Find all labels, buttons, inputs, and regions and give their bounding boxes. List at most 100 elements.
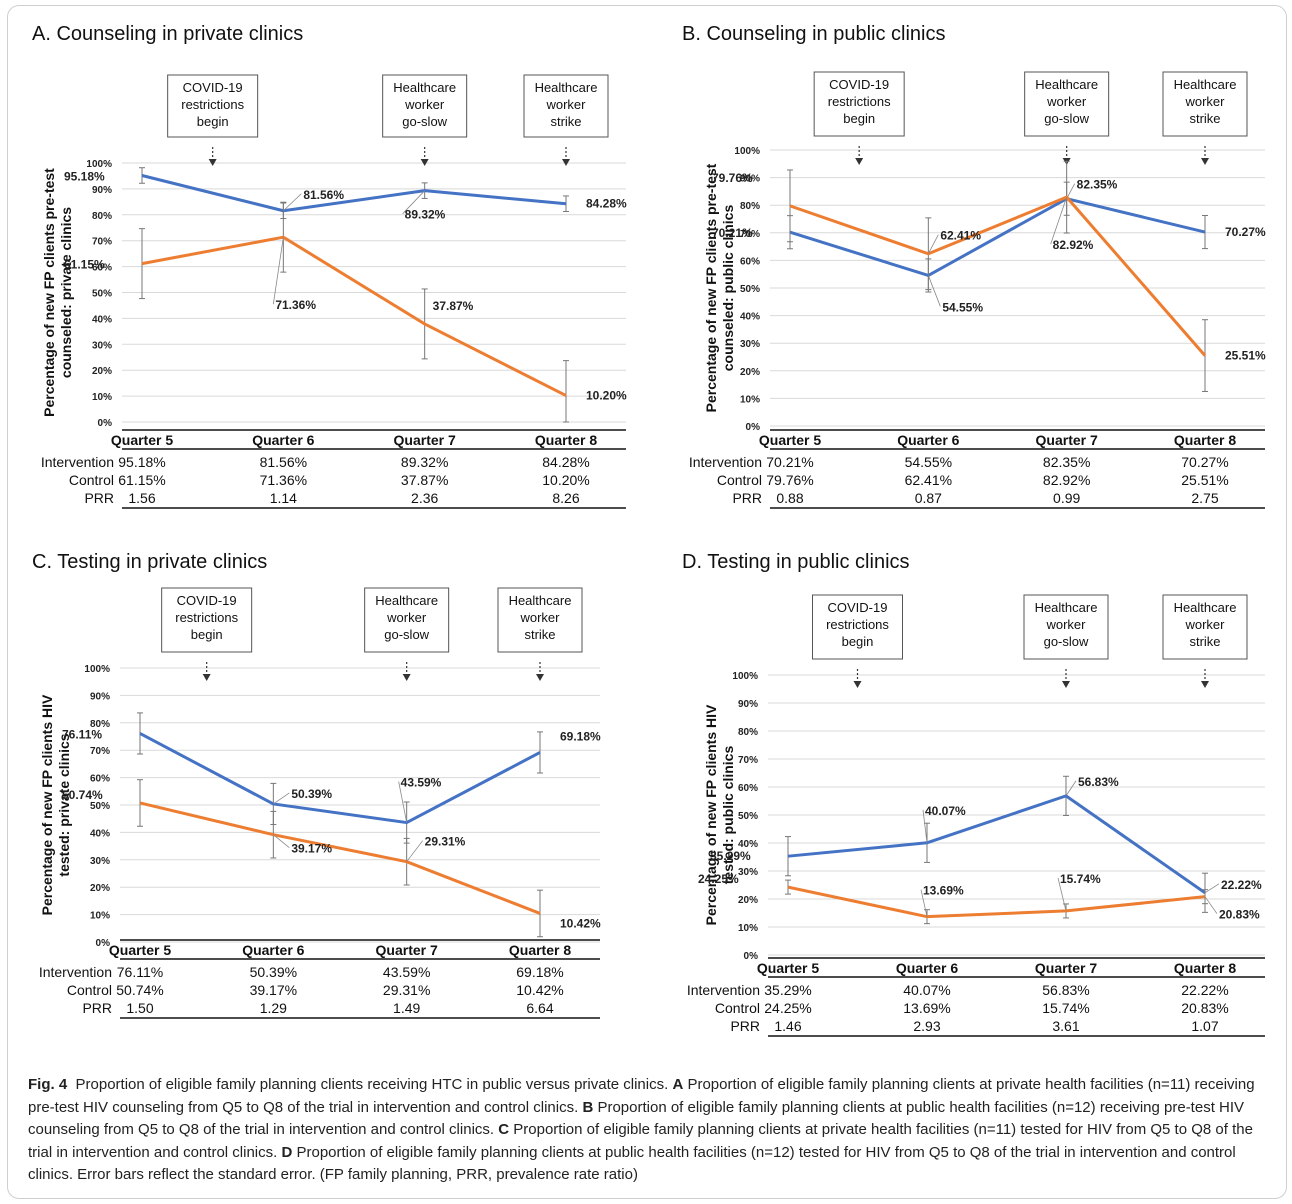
data-label: 22.22% xyxy=(1221,878,1262,892)
event-label: worker xyxy=(386,610,427,625)
panel-d-y-axis-label: Percentage of new FP clients HIVtested: … xyxy=(703,704,736,925)
event-label: Healthcare xyxy=(1174,600,1237,615)
event-label: begin xyxy=(842,634,874,649)
event-label: Healthcare xyxy=(1174,77,1237,92)
data-label: 79.76% xyxy=(712,171,753,185)
y-axis-label-line: tested: private clinics xyxy=(56,733,72,876)
y-tick-label: 70% xyxy=(740,229,760,240)
event-arrow-head xyxy=(562,159,570,166)
table-header-6: Quarter 6 xyxy=(897,432,959,448)
table-row-label: Control xyxy=(67,982,112,998)
data-label: 40.07% xyxy=(925,804,966,818)
event-annotation-3: Healthcare worker strike xyxy=(523,74,609,166)
event-annotation-1: COVID-19 restrictions begin xyxy=(813,71,905,165)
event-annotation-3: Healthcare worker strike xyxy=(1162,594,1248,688)
data-label: 29.31% xyxy=(425,835,466,849)
panel-c-testing-private: C. Testing in private clinics Percentage … xyxy=(10,538,656,1078)
panel-b-counseling-public: B. Counseling in public clinics Percentag… xyxy=(660,10,1292,550)
table-cell: 10.20% xyxy=(542,472,589,488)
event-arrow-head xyxy=(402,674,411,681)
event-label: worker xyxy=(1046,94,1087,109)
y-tick-label: 10% xyxy=(90,911,110,922)
data-label-leader xyxy=(402,190,425,214)
panel-b-y-axis-label: Percentage of new FP clients pre-testcou… xyxy=(703,163,736,412)
event-label: restrictions xyxy=(828,94,891,109)
event-box xyxy=(167,74,259,138)
event-label: strike xyxy=(550,114,581,129)
panel-a-y-axis-label: Percentage of new FP clients pre-testcou… xyxy=(41,168,74,417)
y-tick-label: 40% xyxy=(740,312,760,323)
event-label: restrictions xyxy=(826,617,889,632)
y-tick-label: 60% xyxy=(738,783,758,794)
table-cell: 1.29 xyxy=(260,1000,287,1016)
table-row-label: Intervention xyxy=(39,964,112,980)
event-box xyxy=(364,587,450,653)
y-tick-label: 0% xyxy=(98,418,113,429)
data-label-leader xyxy=(1066,183,1076,199)
event-label: Healthcare xyxy=(509,593,572,608)
table-row-label: Control xyxy=(715,1000,760,1016)
event-label: COVID-19 xyxy=(829,77,889,92)
y-tick-label: 50% xyxy=(738,811,758,822)
table-cell: 8.26 xyxy=(552,490,579,506)
data-label: 56.83% xyxy=(1078,775,1119,789)
y-tick-label: 10% xyxy=(740,394,760,405)
y-tick-label: 20% xyxy=(738,895,758,906)
y-axis-label-line: Percentage of new FP clients HIV xyxy=(39,694,55,915)
series-line-control xyxy=(787,885,1206,919)
event-label: go-slow xyxy=(384,627,429,642)
caption-part-b: Proportion of eligible family planning c… xyxy=(28,1098,1245,1139)
caption-part-c: Proportion of eligible family planning c… xyxy=(28,1121,1253,1161)
table-cell: 0.99 xyxy=(1053,490,1080,506)
y-tick-label: 40% xyxy=(90,828,110,839)
event-label: worker xyxy=(1184,617,1225,632)
table-cell: 95.18% xyxy=(118,454,165,470)
y-tick-label: 70% xyxy=(90,746,110,757)
table-header-6: Quarter 6 xyxy=(896,960,958,976)
event-annotation-3: Healthcare worker strike xyxy=(497,587,583,681)
data-label-leader xyxy=(283,193,302,212)
figure-frame xyxy=(7,5,1287,1199)
event-box xyxy=(497,587,583,653)
event-arrow-head xyxy=(853,681,862,688)
y-tick-label: 100% xyxy=(86,159,112,170)
data-label: 54.55% xyxy=(942,300,983,314)
table-header-5: Quarter 5 xyxy=(757,960,819,976)
series-line-intervention xyxy=(789,197,1206,277)
series-line-intervention xyxy=(139,732,541,825)
panel-a-title: A. Counseling in private clinics xyxy=(32,23,303,45)
data-label: 70.27% xyxy=(1225,225,1266,239)
y-tick-label: 30% xyxy=(92,340,112,351)
event-box xyxy=(1162,71,1248,137)
data-label: 89.32% xyxy=(405,208,446,222)
caption-part-d: Proportion of eligible family planning c… xyxy=(28,1143,1236,1184)
event-box xyxy=(1023,594,1109,660)
data-label-leader xyxy=(927,234,939,254)
table-cell: 76.11% xyxy=(117,964,163,980)
panel-c-title: C. Testing in private clinics xyxy=(32,551,267,573)
caption-letter-d: D xyxy=(281,1143,293,1161)
caption-letter-c: C xyxy=(498,1121,510,1138)
data-label-leader xyxy=(920,889,928,917)
caption-part-a: Proportion of eligible family planning c… xyxy=(28,1076,1255,1116)
event-annotation-3: Healthcare worker strike xyxy=(1162,71,1248,165)
table-header-7: Quarter 7 xyxy=(376,942,438,958)
event-label: worker xyxy=(404,97,445,112)
table-cell: 50.74% xyxy=(116,982,163,998)
table-cell: 54.55% xyxy=(905,454,952,470)
event-label: Healthcare xyxy=(1035,600,1098,615)
table-row-label: PRR xyxy=(730,1018,760,1034)
table-cell: 25.51% xyxy=(1181,472,1228,488)
table-cell: 69.18% xyxy=(516,964,563,980)
y-tick-label: 10% xyxy=(738,923,758,934)
table-cell: 6.64 xyxy=(526,1000,553,1016)
table-cell: 81.56% xyxy=(260,454,307,470)
table-cell: 84.28% xyxy=(542,454,589,470)
event-box xyxy=(523,74,609,138)
chart-d-svg: D. Testing in public clinics Percentage o… xyxy=(682,551,1265,1037)
event-label: COVID-19 xyxy=(828,600,888,615)
event-label: go-slow xyxy=(1044,634,1089,649)
data-label-leader xyxy=(922,809,928,843)
table-header-8: Quarter 8 xyxy=(1174,960,1236,976)
data-label: 70.21% xyxy=(712,226,753,240)
